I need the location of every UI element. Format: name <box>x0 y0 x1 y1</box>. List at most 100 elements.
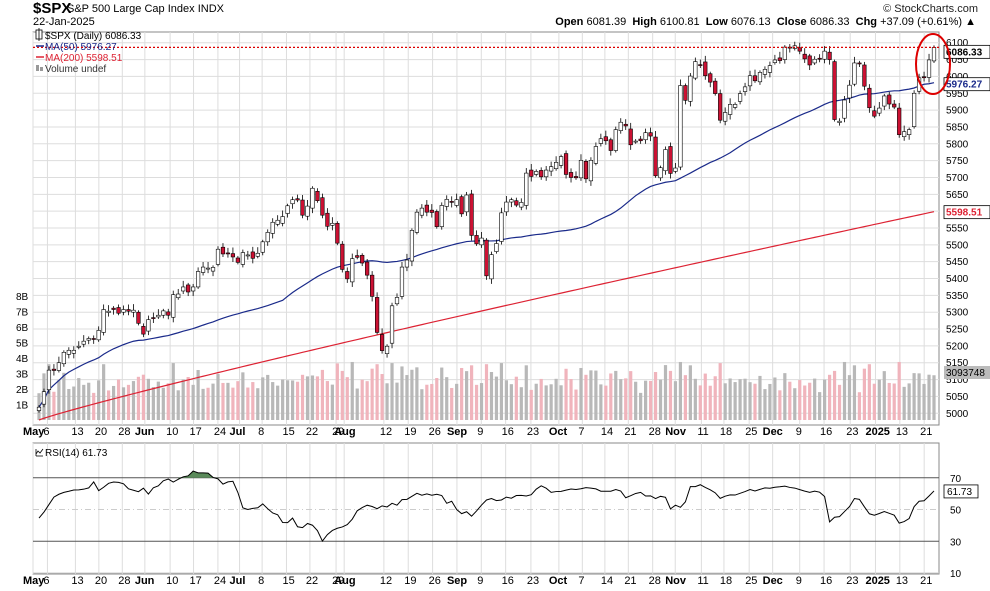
candle-body <box>459 196 464 215</box>
x-tick-label: 19 <box>404 426 416 438</box>
volume-bar <box>390 363 394 420</box>
volume-bar <box>241 372 245 420</box>
volume-bar <box>171 363 175 420</box>
candle <box>842 95 847 123</box>
candle-body <box>568 172 574 178</box>
candle-body <box>360 254 365 264</box>
candle-body <box>196 271 201 288</box>
x-tick-label: 25 <box>745 426 757 438</box>
candle <box>618 118 623 134</box>
x-tick-label: 11 <box>697 426 708 438</box>
volume-bar <box>415 367 419 420</box>
price-tick-label: 5450 <box>946 257 969 268</box>
candle-body <box>802 53 807 60</box>
candle-body <box>454 199 459 206</box>
candle <box>757 70 763 85</box>
candle <box>912 90 917 129</box>
candle-body <box>449 201 454 203</box>
volume-bar <box>276 385 280 420</box>
volume-bar <box>648 380 653 420</box>
candle-body <box>608 139 613 151</box>
volume-bar <box>644 380 648 420</box>
candle <box>345 267 350 283</box>
x-tick-label: 8 <box>258 426 264 438</box>
volume-bar <box>251 382 255 420</box>
volume-bar <box>111 385 116 420</box>
volume-bar <box>783 373 787 420</box>
rsi-axis: 10 30 50 70 61.73 <box>943 474 979 580</box>
high-value: 6100.81 <box>659 16 700 28</box>
candle-body <box>215 248 221 265</box>
candle <box>762 66 768 79</box>
rsi-tick-label: 70 <box>950 474 962 485</box>
close-value: 6086.33 <box>809 16 850 28</box>
candle <box>151 312 156 323</box>
low-value: 6076.13 <box>730 16 771 28</box>
candle <box>534 169 539 177</box>
rsi-line <box>38 470 935 543</box>
candle <box>563 150 569 179</box>
rsi-panel[interactable] <box>32 442 940 575</box>
volume-bar <box>688 365 692 420</box>
candle <box>370 271 375 302</box>
candle-body <box>240 252 245 265</box>
close-label: Close <box>776 16 807 28</box>
candle-body <box>504 201 509 213</box>
volume-bar <box>126 384 131 420</box>
legend-ma50: MA(50) 5976.27 <box>45 42 117 53</box>
candle <box>449 196 454 208</box>
candle <box>703 55 708 80</box>
volume-bar <box>504 380 508 420</box>
volume-bar <box>733 382 737 420</box>
candle <box>892 100 897 110</box>
x-tick-label: 8 <box>258 575 264 587</box>
volume-bar <box>52 391 56 420</box>
volume-bar <box>882 371 886 420</box>
candle <box>464 191 469 216</box>
candle-body <box>519 202 524 208</box>
candle-body <box>131 309 136 313</box>
candle <box>196 267 201 289</box>
x-tick-label: 12 <box>380 575 392 587</box>
volume-bar <box>678 361 683 420</box>
candle-body <box>464 194 469 213</box>
candle-body <box>618 121 623 131</box>
volume-bar <box>465 371 469 420</box>
candle-body <box>355 255 360 258</box>
candle-body <box>106 310 111 313</box>
candle <box>544 166 549 181</box>
volume-bar <box>325 381 329 420</box>
candle <box>588 157 594 186</box>
candle-body <box>872 110 877 117</box>
volume-bar <box>57 379 61 420</box>
candle-body <box>723 112 728 122</box>
candle <box>484 238 489 280</box>
candle <box>300 194 305 219</box>
x-tick-label: 9 <box>477 426 483 438</box>
volume-bar <box>723 383 727 420</box>
candle <box>847 80 852 104</box>
x-tick-label: Oct <box>549 426 568 438</box>
candle-body <box>688 75 693 102</box>
volume-bar <box>708 385 712 420</box>
volume-bar <box>450 387 454 420</box>
volume-bar <box>256 388 260 420</box>
candle <box>623 119 628 130</box>
volume-bar <box>196 370 200 420</box>
candle <box>166 308 171 320</box>
candle <box>772 54 777 65</box>
candle <box>51 364 57 376</box>
candle-body <box>931 47 937 62</box>
volume-bar <box>653 372 658 420</box>
candle <box>325 208 330 231</box>
candle <box>315 188 320 203</box>
candle <box>186 282 191 297</box>
candle <box>360 253 365 267</box>
candle-body <box>737 93 743 102</box>
volume-bar <box>524 365 528 420</box>
candle-body <box>733 104 738 108</box>
volume-bar <box>82 384 86 420</box>
candle <box>733 102 738 110</box>
candle-body <box>693 61 698 79</box>
volume-bar <box>658 379 663 420</box>
